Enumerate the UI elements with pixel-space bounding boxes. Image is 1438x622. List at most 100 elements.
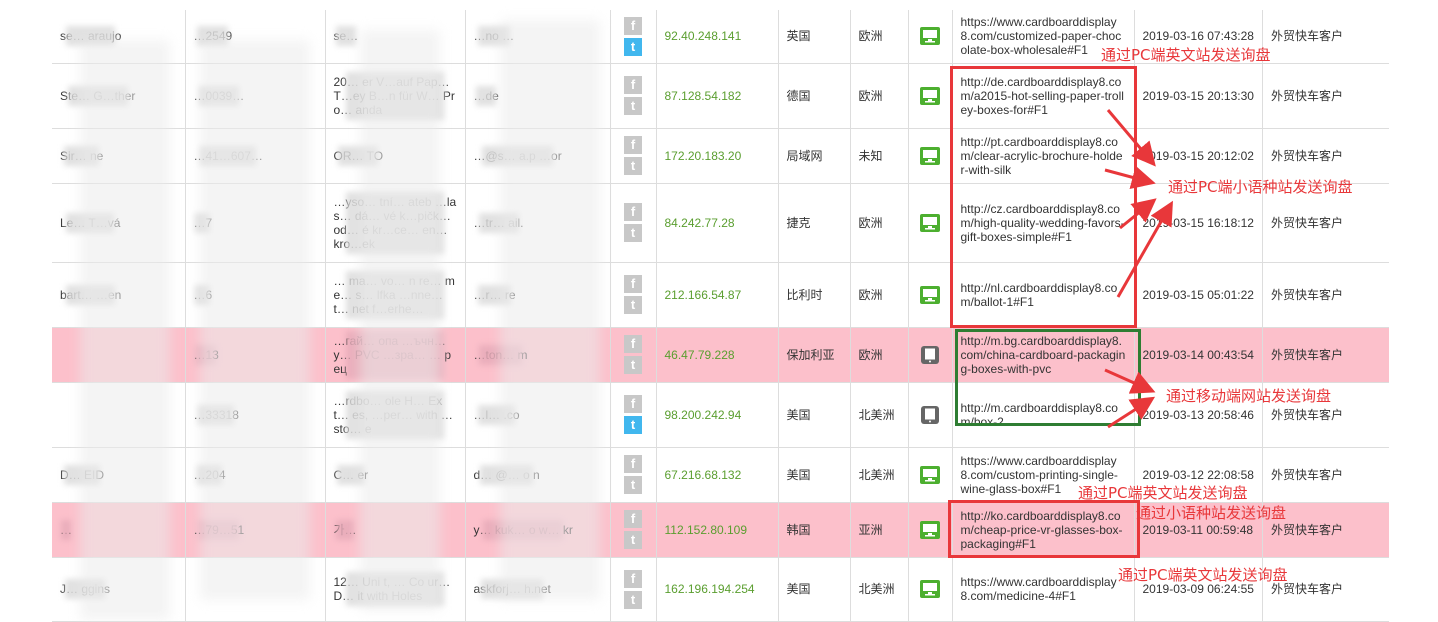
continent: 欧洲 (849, 183, 908, 263)
inquiry-source: 外贸快车客户 (1261, 502, 1390, 558)
inquiry-source: 外贸快车客户 (1261, 382, 1390, 448)
twitter-icon[interactable]: t (624, 224, 642, 242)
facebook-icon[interactable]: f (624, 203, 642, 221)
desktop-icon (917, 465, 944, 484)
desktop-icon (917, 580, 944, 598)
privacy-blur (80, 40, 170, 620)
twitter-icon[interactable]: t (624, 590, 642, 609)
source-url[interactable]: https://www.cardboarddisplay8.com/medici… (951, 557, 1134, 622)
continent: 欧洲 (849, 327, 908, 383)
facebook-icon[interactable]: f (624, 455, 642, 473)
country: 美国 (777, 447, 850, 503)
twitter-icon[interactable]: t (624, 296, 642, 314)
annotation-pc-english: 通过PC端英文站发送询盘 (1101, 46, 1271, 64)
tablet-icon (917, 405, 944, 424)
facebook-icon[interactable]: f (624, 275, 642, 293)
twitter-icon[interactable]: t (624, 97, 642, 115)
desktop-icon (917, 213, 944, 232)
desktop-icon (917, 86, 944, 105)
facebook-icon[interactable]: f (624, 16, 642, 35)
country: 英国 (777, 10, 850, 64)
arrow (1119, 198, 1157, 230)
inquiry-source: 外贸快车客户 (1261, 128, 1390, 184)
continent: 欧洲 (849, 10, 908, 64)
twitter-icon[interactable]: t (624, 157, 642, 175)
annotation-box-minor (948, 500, 1140, 558)
annotation-minor-language: 通过小语种站发送询盘 (1136, 504, 1287, 522)
source-url[interactable]: http://cz.cardboarddisplay8.com/high-qua… (951, 183, 1134, 263)
facebook-icon[interactable]: f (624, 510, 642, 528)
desktop-icon (917, 520, 944, 539)
ip-address: 87.128.54.182 (655, 63, 778, 129)
facebook-icon[interactable]: f (624, 395, 642, 413)
ip-address: 67.216.68.132 (655, 447, 778, 503)
ip-address: 112.152.80.109 (655, 502, 778, 558)
continent: 北美洲 (849, 447, 908, 503)
twitter-icon[interactable]: t (624, 356, 642, 374)
inquiry-source: 外贸快车客户 (1261, 63, 1390, 129)
privacy-blur (500, 20, 600, 600)
tablet-icon (917, 345, 944, 364)
ip-address: 92.40.248.141 (655, 10, 778, 64)
twitter-icon[interactable]: t (624, 531, 642, 549)
arrow (1104, 368, 1156, 394)
annotation-pc-english: 通过PC端英文站发送询盘 (1118, 566, 1288, 584)
inquiry-time: 2019-03-11 00:59:48 (1133, 502, 1263, 558)
annotation-pc-minor-language: 通过PC端小语种站发送询盘 (1168, 178, 1353, 196)
device-cell (907, 327, 952, 383)
facebook-icon[interactable]: f (624, 136, 642, 154)
annotation-mobile: 通过移动端网站发送询盘 (1166, 387, 1332, 405)
inquiry-time: 2019-03-09 06:24:55 (1133, 557, 1263, 622)
arrow (1107, 396, 1156, 429)
device-cell (907, 63, 952, 129)
device-cell (907, 502, 952, 558)
privacy-blur (360, 30, 440, 610)
source-url[interactable]: http://nl.cardboarddisplay8.com/ballot-1… (951, 262, 1134, 328)
country: 韩国 (777, 502, 850, 558)
source-url[interactable]: http://m.cardboarddisplay8.com/box-2 (951, 382, 1134, 448)
continent: 欧洲 (849, 63, 908, 129)
country: 保加利亚 (777, 327, 850, 383)
country: 比利时 (777, 262, 850, 328)
country: 美国 (777, 382, 850, 448)
name-text: se… araujo (60, 29, 122, 44)
inquiry-source: 外贸快车客户 (1261, 10, 1390, 64)
country: 捷克 (777, 183, 850, 263)
phone-text: …2549 (193, 29, 233, 44)
desktop-icon (917, 285, 944, 304)
inquiry-time: 2019-03-12 22:08:58 (1133, 447, 1263, 503)
arrow (1106, 109, 1156, 167)
device-cell (907, 557, 952, 622)
country: 美国 (777, 557, 850, 622)
name-text: … (60, 522, 72, 537)
device-cell (907, 447, 952, 503)
arrow (1116, 200, 1173, 298)
company-text: C… er (333, 467, 369, 482)
source-url[interactable]: http://pt.cardboarddisplay8.com/clear-ac… (951, 128, 1134, 184)
inquiry-source: 外贸快车客户 (1261, 183, 1390, 263)
source-url[interactable]: https://www.cardboarddisplay8.com/custom… (951, 447, 1134, 503)
continent: 亚洲 (849, 502, 908, 558)
desktop-icon (917, 27, 944, 46)
facebook-icon[interactable]: f (624, 76, 642, 94)
source-url[interactable]: http://de.cardboarddisplay8.com/a2015-ho… (951, 63, 1134, 129)
country: 局域网 (777, 128, 850, 184)
source-url[interactable]: http://ko.cardboarddisplay8.com/cheap-pr… (951, 502, 1134, 558)
facebook-icon[interactable]: f (624, 335, 642, 353)
twitter-icon[interactable]: t (624, 476, 642, 494)
inquiry-source: 外贸快车客户 (1261, 327, 1390, 383)
source-url[interactable]: https://www.cardboarddisplay8.com/custom… (951, 10, 1134, 64)
ip-address: 84.242.77.28 (655, 183, 778, 263)
twitter-icon[interactable]: t (624, 416, 642, 434)
device-cell (907, 10, 952, 64)
twitter-icon[interactable]: t (624, 37, 642, 56)
source-url[interactable]: http://m.bg.cardboarddisplay8.com/china-… (951, 327, 1134, 383)
arrow (1104, 165, 1156, 189)
facebook-icon[interactable]: f (624, 569, 642, 588)
